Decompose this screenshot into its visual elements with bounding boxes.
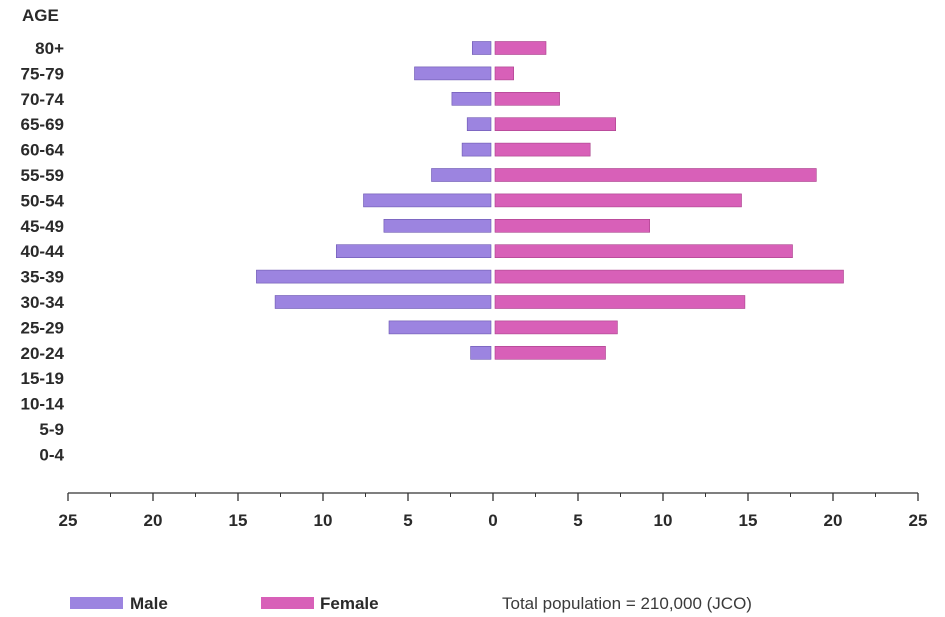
age-label: 55-59 — [21, 166, 64, 185]
female-bar — [494, 269, 844, 284]
male-bar — [363, 193, 492, 208]
legend-male-swatch — [70, 597, 123, 609]
x-tick-label: 10 — [654, 511, 673, 530]
age-label: 45-49 — [21, 217, 64, 236]
age-label: 20-24 — [21, 344, 65, 363]
age-label: 5-9 — [39, 420, 64, 439]
x-tick-label: 0 — [488, 511, 497, 530]
x-tick-label: 15 — [229, 511, 248, 530]
bars — [256, 41, 844, 360]
male-bar — [256, 269, 492, 284]
female-bar — [494, 320, 618, 335]
male-bar — [414, 66, 492, 81]
x-tick-label: 10 — [314, 511, 333, 530]
female-bar — [494, 219, 650, 233]
age-label: 30-34 — [21, 293, 65, 312]
x-axis: 25 20 15 10 5 0 5 10 15 20 25 — [59, 492, 928, 530]
age-label: 65-69 — [21, 115, 64, 134]
legend: Male Female — [70, 594, 379, 613]
female-bar — [494, 193, 742, 208]
age-labels: 80+ 75-79 70-74 65-69 60-64 55-59 50-54 45-49 40… — [21, 39, 65, 464]
x-tick-label: 25 — [59, 511, 78, 530]
male-bar — [431, 168, 492, 182]
age-label: 80+ — [35, 39, 64, 58]
female-bar — [494, 117, 616, 131]
population-note: Total population = 210,000 (JCO) — [502, 594, 752, 613]
x-tick-label: 5 — [573, 511, 582, 530]
x-tick-label: 25 — [909, 511, 928, 530]
legend-female-swatch — [261, 597, 314, 609]
male-bar — [388, 320, 492, 335]
male-bar — [274, 295, 492, 309]
age-label: 0-4 — [39, 445, 64, 464]
age-label: 75-79 — [21, 64, 64, 83]
female-bar — [494, 168, 817, 182]
age-label: 60-64 — [21, 141, 65, 160]
male-bar — [451, 92, 492, 106]
age-label: 10-14 — [21, 395, 65, 414]
x-tick-label: 20 — [824, 511, 843, 530]
x-tick-label: 5 — [403, 511, 412, 530]
female-bar — [494, 142, 591, 157]
age-label: 25-29 — [21, 318, 64, 337]
female-bar — [494, 66, 515, 81]
legend-female-label: Female — [320, 594, 379, 613]
x-tick-label: 15 — [739, 511, 758, 530]
male-bar — [466, 117, 492, 131]
female-bar — [494, 92, 560, 106]
x-tick-label: 20 — [144, 511, 163, 530]
male-bar — [383, 219, 492, 233]
male-bar — [470, 345, 492, 360]
age-label: 15-19 — [21, 369, 64, 388]
age-label: 40-44 — [21, 242, 65, 261]
age-label: 35-39 — [21, 268, 64, 287]
legend-male-label: Male — [130, 594, 168, 613]
female-bar — [494, 41, 547, 55]
female-bar — [494, 244, 793, 258]
male-bar — [471, 41, 492, 55]
male-bar — [335, 244, 492, 258]
male-bar — [461, 142, 492, 157]
age-label: 50-54 — [21, 191, 65, 210]
age-label: 70-74 — [21, 90, 65, 109]
y-axis-title: AGE — [22, 6, 59, 25]
female-bar — [494, 295, 746, 309]
female-bar — [494, 345, 606, 360]
